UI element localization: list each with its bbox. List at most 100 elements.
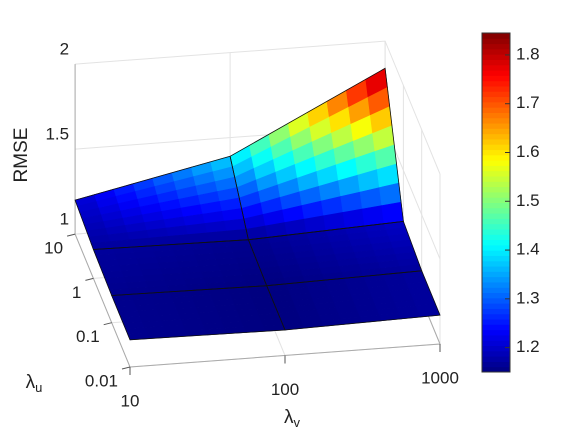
colorbar-swatch (482, 313, 510, 320)
colorbar-swatch (482, 271, 510, 278)
surface-patch (323, 212, 346, 231)
colorbar-swatch (482, 340, 510, 347)
colorbar-swatch (482, 43, 510, 50)
colorbar-swatch (482, 223, 510, 230)
colorbar-swatch (482, 361, 510, 368)
y-tick-label: 1 (72, 283, 81, 302)
colorbar-swatch (482, 165, 510, 172)
colorbar-tick-label: 1.4 (516, 240, 540, 259)
colorbar-tick-label: 1.6 (516, 142, 540, 161)
y-tick (66, 233, 76, 237)
colorbar-swatch (482, 292, 510, 299)
surface-patch (224, 218, 247, 232)
colorbar-swatch (482, 281, 510, 288)
z-axis-label: RMSE (11, 128, 32, 183)
colorbar-tick-label: 1.7 (516, 93, 540, 112)
colorbar-swatch (482, 218, 510, 225)
colorbar-frame (481, 32, 511, 373)
colorbar-swatch (482, 329, 510, 336)
colorbar-swatch (482, 191, 510, 198)
surface-patch (362, 205, 385, 227)
colorbar-swatch (482, 123, 510, 129)
y-tick (103, 322, 112, 326)
axis-label: λu (26, 372, 43, 395)
colorbar-swatch (482, 228, 510, 235)
colorbar-swatch (482, 101, 510, 108)
colorbar-swatch (482, 38, 510, 45)
colorbar-swatch (482, 356, 510, 362)
x-tick-label: 100 (271, 380, 299, 399)
y-tick (85, 277, 94, 281)
colorbar-swatch (482, 186, 510, 193)
surface-patch (148, 235, 172, 247)
colorbar-swatch (482, 266, 510, 272)
colorbar-swatch (482, 308, 510, 315)
colorbar-swatch (482, 207, 510, 214)
surface-patch (303, 215, 327, 234)
colorbar-swatch (482, 117, 510, 124)
colorbar-swatch (482, 33, 510, 39)
colorbar-swatch (482, 244, 510, 251)
colorbar-swatch (482, 133, 510, 140)
colorbar-swatch (482, 297, 510, 304)
colorbar-swatch (482, 96, 510, 103)
axis-label-subscript: v (294, 415, 301, 430)
surface-cell (229, 67, 404, 241)
colorbar-swatch (482, 160, 510, 166)
axis-label-symbol: λ (284, 407, 294, 428)
colorbar-swatch (482, 250, 510, 256)
colorbar-swatch (482, 239, 510, 246)
colorbar-swatch (482, 176, 510, 182)
colorbar-swatch (482, 64, 510, 71)
z-tick-label: 1 (60, 210, 69, 229)
axis-label-symbol: λ (26, 372, 36, 393)
colorbar-swatch (482, 144, 510, 151)
surface-patch (206, 230, 230, 243)
z-tick-label: 2 (60, 40, 69, 59)
colorbar-swatch (482, 149, 510, 156)
colorbar-swatch (482, 350, 510, 357)
surface-patch (168, 234, 191, 245)
colorbar-swatch (482, 54, 510, 60)
y-tick (121, 366, 131, 370)
y-tick-label: 10 (44, 239, 63, 258)
surface (74, 67, 441, 341)
surface-patch (381, 201, 404, 225)
surface-patch (342, 208, 365, 229)
colorbar-swatch (482, 276, 510, 283)
x-tick-label: 1000 (421, 368, 459, 387)
colorbar-swatch (482, 107, 510, 113)
colorbar-swatch (482, 197, 510, 203)
colorbar-swatch (482, 324, 510, 331)
colorbar-swatch (482, 138, 510, 145)
colorbar-swatch (482, 202, 510, 209)
colorbar-swatch (482, 287, 510, 294)
colorbar-swatch (482, 59, 510, 66)
colorbar-swatch (482, 213, 510, 219)
surface-patch (226, 228, 249, 242)
colorbar-swatch (482, 91, 510, 98)
colorbar-swatch (482, 85, 510, 92)
surface-patch (187, 232, 211, 244)
colorbar-swatch (482, 70, 510, 76)
y-tick-label: 0.1 (76, 327, 100, 346)
axis-label-subscript: u (35, 380, 42, 395)
z-tick-label: 1.5 (45, 125, 69, 144)
colorbar-swatch (482, 234, 510, 241)
colorbar-swatch (482, 345, 510, 352)
colorbar-swatch (482, 255, 510, 262)
colorbar-swatch (482, 366, 510, 373)
axis-label: λv (284, 407, 301, 430)
colorbar-swatch (482, 154, 510, 161)
colorbar-swatch (482, 260, 510, 267)
colorbar-swatch (482, 75, 510, 82)
colorbar-tick-label: 1.3 (516, 288, 540, 307)
colorbar-tick-label: 1.8 (516, 44, 540, 63)
colorbar-swatch (482, 48, 510, 55)
colorbar-swatch (482, 334, 510, 341)
colorbar: 1.2 1.3 1.4 1.5 1.6 1.7 1.8 (481, 32, 540, 373)
colorbar-tick-label: 1.5 (516, 191, 540, 210)
colorbar-swatch (482, 112, 510, 119)
